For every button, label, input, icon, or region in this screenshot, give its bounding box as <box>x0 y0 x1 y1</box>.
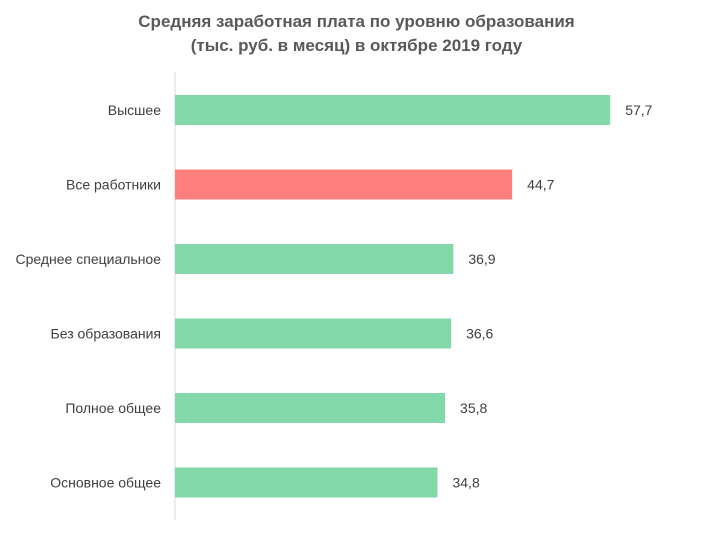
bar-1 <box>175 169 513 200</box>
bars-layer: Высшее 57,7 Все работники 44,7 Среднее специ… <box>16 95 653 498</box>
value-label-4: 35,8 <box>460 400 487 416</box>
bar-3 <box>175 318 452 349</box>
bar-0 <box>175 95 611 125</box>
bar-4 <box>175 393 446 423</box>
bar-2 <box>175 244 454 274</box>
chart-title: Средняя заработная плата по уровню образ… <box>138 12 575 55</box>
category-label-1: Все работники <box>66 177 161 193</box>
category-label-4: Полное общее <box>65 400 161 416</box>
value-label-1: 44,7 <box>527 177 554 193</box>
category-label-3: Без образования <box>51 326 161 342</box>
value-label-2: 36,9 <box>468 251 495 267</box>
category-label-5: Основное общее <box>50 475 161 491</box>
bar-5 <box>175 467 438 498</box>
value-label-5: 34,8 <box>452 475 479 491</box>
value-label-3: 36,6 <box>466 326 493 342</box>
category-label-2: Среднее специальное <box>16 251 162 267</box>
category-label-0: Высшее <box>108 102 161 118</box>
value-label-0: 57,7 <box>625 102 652 118</box>
